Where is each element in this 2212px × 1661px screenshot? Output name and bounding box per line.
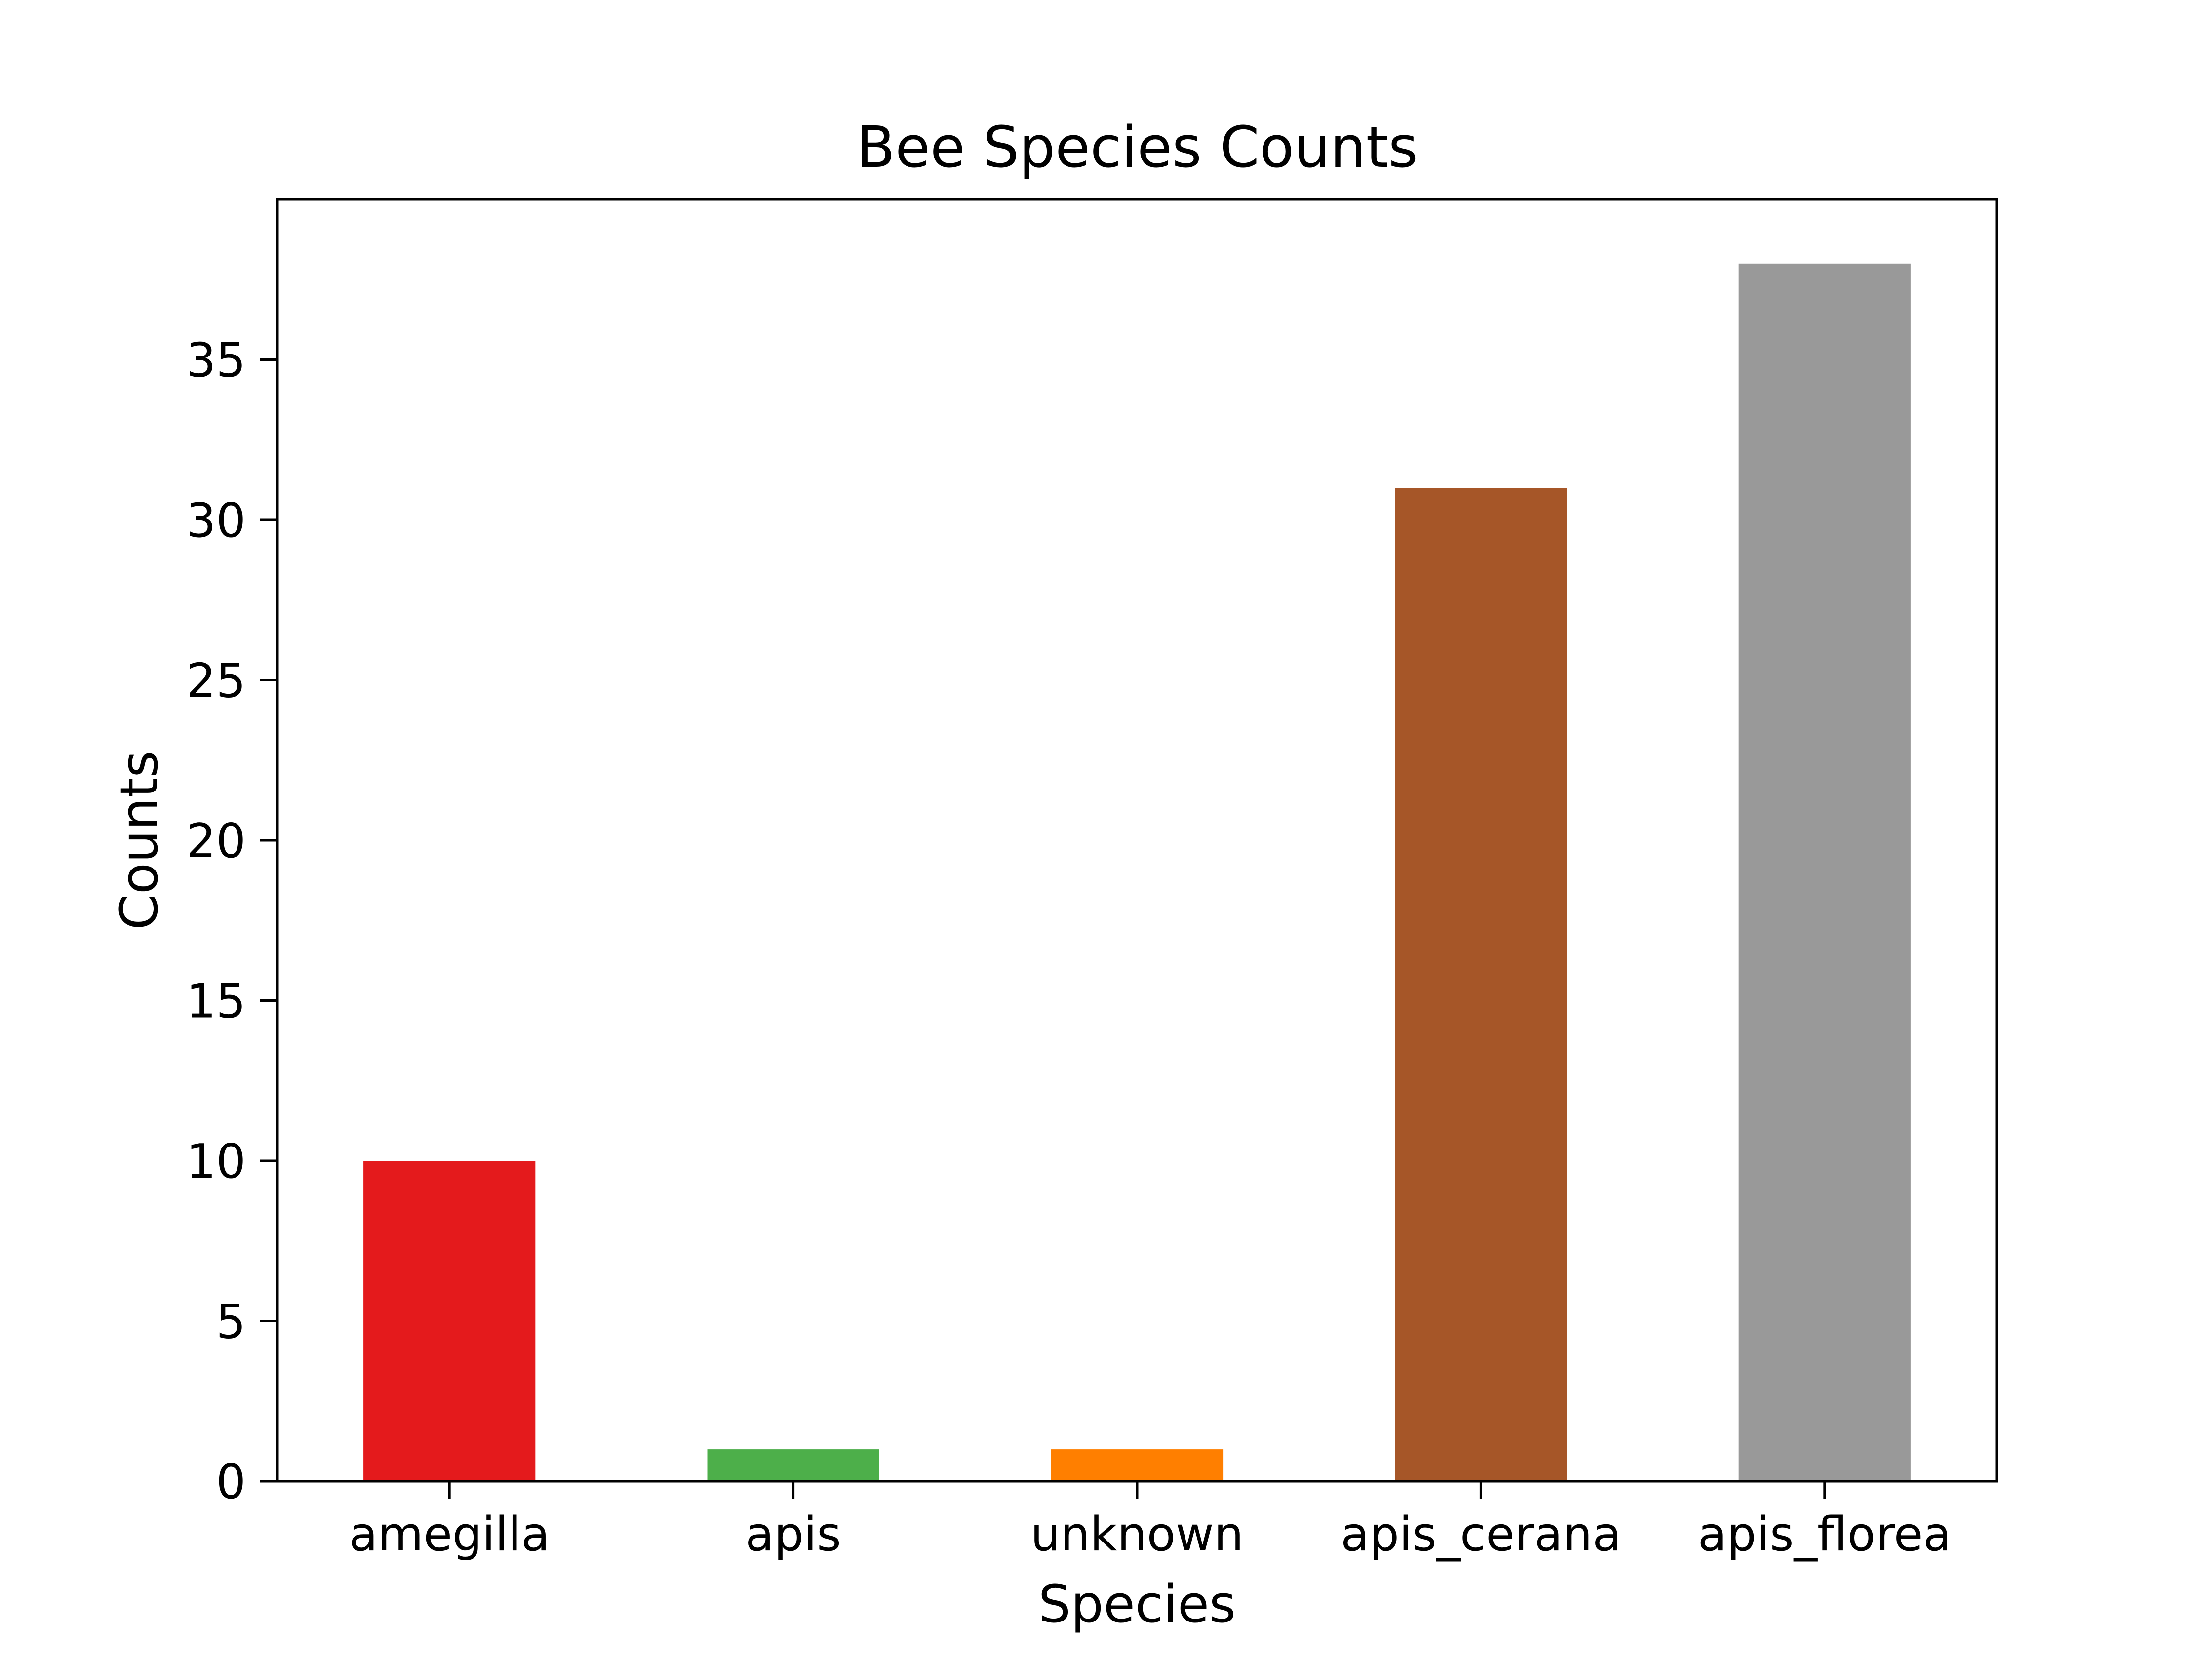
x-tick-label: unknown — [1030, 1507, 1244, 1562]
bar-unknown — [1051, 1449, 1224, 1481]
bar-apis-cerana — [1395, 488, 1567, 1481]
bar-apis — [707, 1449, 879, 1481]
x-tick-label: amegilla — [349, 1507, 550, 1562]
bar-amegilla — [363, 1161, 536, 1481]
x-tick-label: apis — [745, 1507, 841, 1562]
y-tick-label: 25 — [186, 654, 246, 709]
x-axis-ticks: amegilla apis unknown apis_cerana apis_flore… — [349, 1481, 1952, 1562]
y-tick-label: 30 — [186, 494, 246, 548]
plot-area-frame — [276, 198, 1998, 1483]
chart-title: Bee Species Counts — [856, 115, 1418, 181]
y-tick-label: 15 — [186, 975, 246, 1029]
y-tick-label: 5 — [216, 1295, 246, 1349]
x-tick-label: apis_florea — [1698, 1507, 1952, 1562]
x-tick-label: apis_cerana — [1341, 1507, 1621, 1562]
y-tick-label: 0 — [216, 1455, 246, 1509]
y-tick-label: 10 — [186, 1135, 246, 1189]
y-tick-label: 35 — [186, 334, 246, 388]
y-tick-label: 20 — [186, 814, 246, 869]
y-axis-title: Counts — [109, 751, 169, 930]
y-axis-ticks: 0 5 10 15 20 25 30 35 — [186, 334, 277, 1509]
bar-apis-florea — [1738, 263, 1911, 1481]
bars-group — [363, 263, 1911, 1481]
x-axis-title: Species — [1038, 1574, 1236, 1634]
